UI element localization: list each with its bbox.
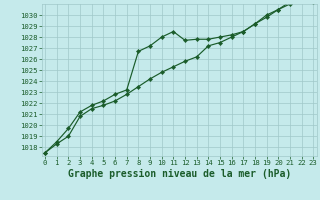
X-axis label: Graphe pression niveau de la mer (hPa): Graphe pression niveau de la mer (hPa) <box>68 169 291 179</box>
